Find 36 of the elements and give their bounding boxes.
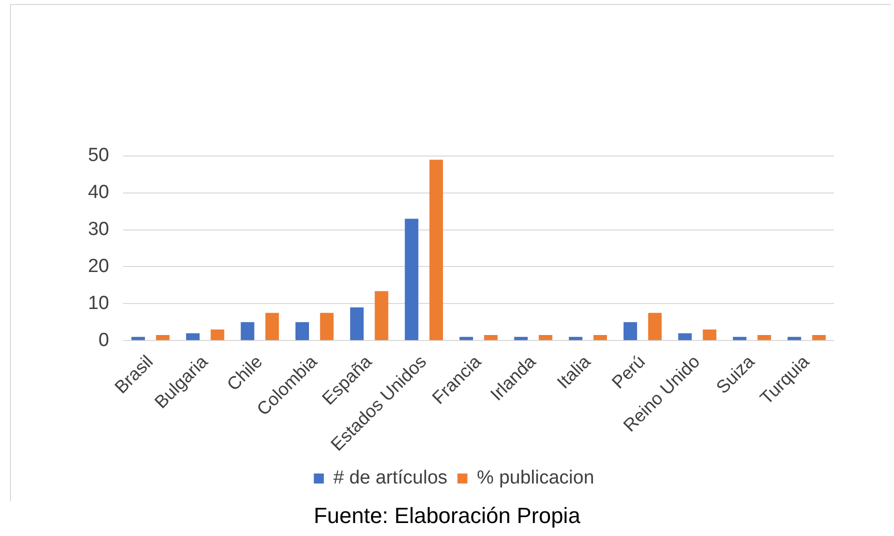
bar [429,160,443,340]
bar [593,335,607,340]
y-tick-label: 40 [88,182,110,204]
bar [648,312,662,340]
bar [186,333,200,340]
bar [484,335,498,340]
bar [210,330,224,340]
bar [265,312,279,340]
bar [812,335,826,340]
legend-label: % publicacion [476,468,594,489]
bar [374,291,388,340]
y-tick-label: 20 [88,256,110,277]
source-note: Fuente: Elaboración Propia [312,503,582,529]
bar [131,336,145,340]
bar [758,335,772,340]
x-tick-label: Italia [553,350,595,392]
legend-label: # de artículos [333,468,448,489]
y-tick-label: 30 [88,219,110,240]
bar [702,330,716,340]
bar [404,218,418,340]
bar [295,322,309,340]
bar [538,335,552,340]
bar [156,335,170,340]
bar [568,336,582,340]
bar [788,336,802,340]
bar [240,322,254,340]
bar [514,336,528,340]
bar [624,322,638,340]
bar [459,336,474,340]
y-tick-label: 50 [88,145,110,166]
bar [350,307,364,340]
y-tick-label: 10 [88,292,110,314]
y-tick-label: 0 [98,330,110,351]
bar [320,312,334,340]
bar [732,336,746,340]
bar [678,333,692,340]
